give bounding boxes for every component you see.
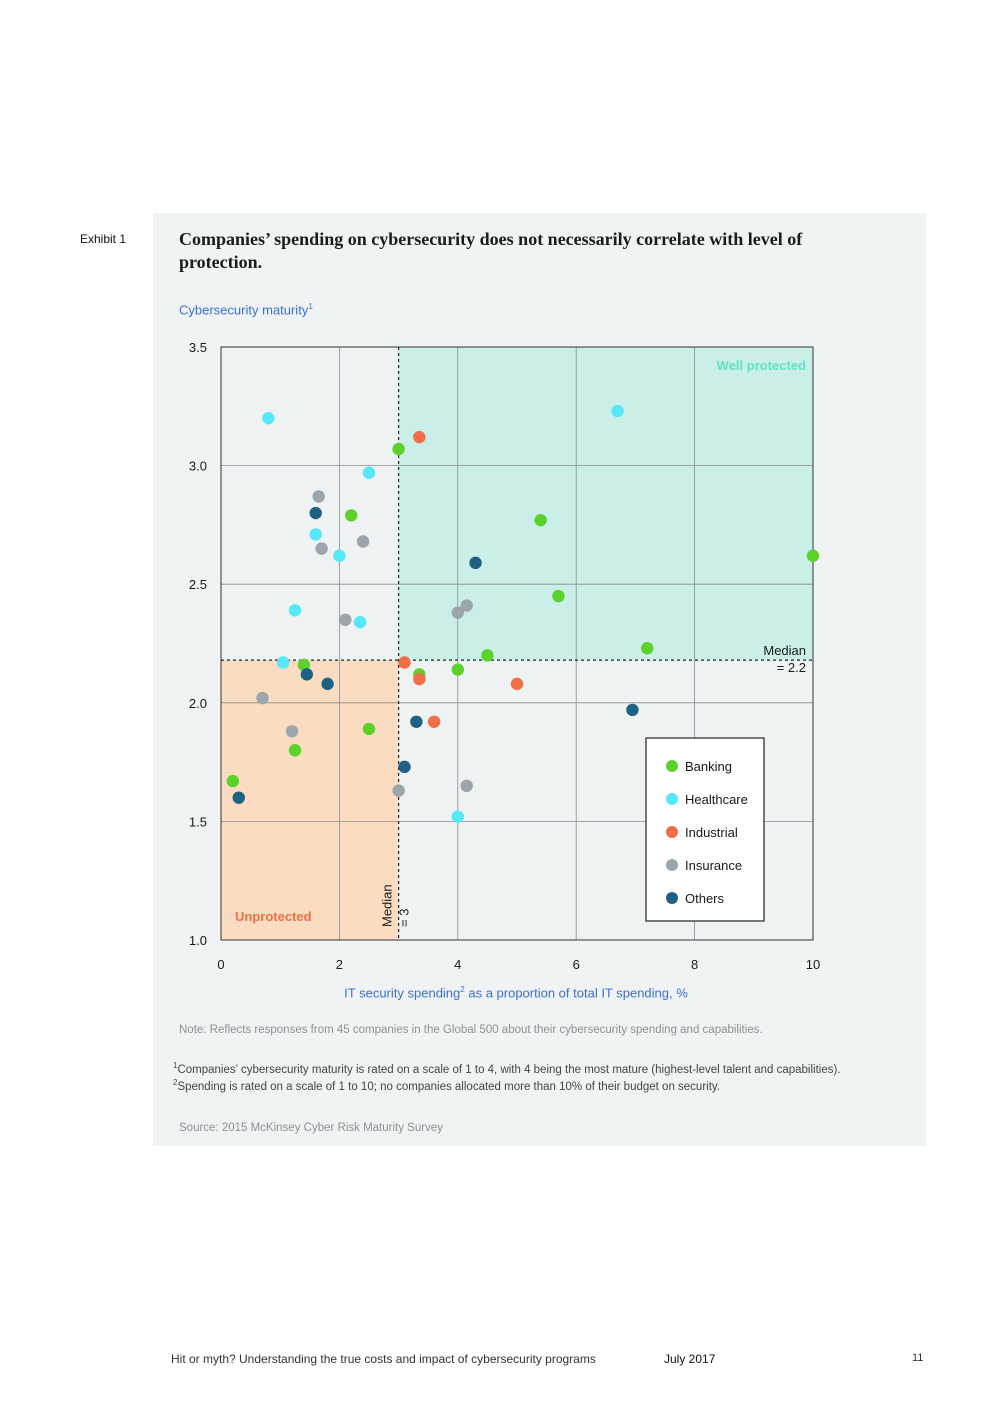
data-point-insurance: [312, 490, 325, 503]
median-x-label: Median: [380, 884, 395, 927]
exhibit-label: Exhibit 1: [80, 232, 127, 246]
x-tick-label: 4: [454, 957, 461, 972]
legend-marker-industrial: [666, 826, 678, 838]
unprotected-label: Unprotected: [235, 909, 312, 924]
data-point-others: [321, 677, 334, 691]
chart-title: Companies’ spending on cybersecurity doe…: [179, 229, 803, 272]
median-x-label-group: Median = 3: [380, 884, 412, 927]
footnote-2: 2Spending is rated on a scale of 1 to 10…: [173, 1078, 720, 1093]
legend-marker-insurance: [666, 859, 678, 871]
x-axis-title: IT security spending2 as a proportion of…: [180, 985, 852, 1000]
legend-marker-healthcare: [666, 793, 678, 805]
median-y-label: Median: [763, 643, 806, 658]
y-tick-label: 2.0: [189, 696, 207, 711]
legend-marker-others: [666, 892, 678, 904]
data-point-healthcare: [451, 810, 464, 823]
legend-label-healthcare: Healthcare: [685, 792, 748, 807]
data-point-healthcare: [353, 615, 367, 629]
data-point-banking: [534, 513, 547, 527]
data-point-others: [300, 668, 314, 681]
data-point-healthcare: [611, 404, 624, 418]
data-point-insurance: [451, 606, 464, 619]
footnote-2-marker: 2: [173, 1078, 178, 1087]
footer-date: July 2017: [664, 1352, 716, 1366]
data-point-others: [410, 715, 423, 728]
legend-box: [645, 737, 765, 922]
data-point-banking: [451, 663, 464, 676]
data-point-others: [469, 556, 482, 570]
y-axis-title: Cybersecurity maturity1: [179, 302, 313, 317]
legend-label-insurance: Insurance: [685, 858, 742, 873]
data-point-insurance: [460, 599, 473, 612]
data-point-banking: [345, 509, 358, 522]
data-point-insurance: [356, 535, 370, 548]
data-point-banking: [806, 549, 820, 562]
well-protected-label: Well protected: [717, 358, 806, 373]
data-point-industrial: [398, 656, 411, 669]
x-tick-label: 6: [573, 957, 580, 972]
x-tick-label: 0: [217, 957, 224, 972]
legend-marker-banking: [666, 760, 678, 772]
data-point-healthcare: [362, 466, 376, 479]
footnote-1-text: Companies’ cybersecurity maturity is rat…: [177, 1063, 841, 1076]
footer-publication-title: Hit or myth? Understanding the true cost…: [171, 1352, 596, 1366]
data-point-banking: [362, 722, 376, 736]
y-axis-title-footnote-marker: 1: [308, 302, 313, 311]
data-point-insurance: [339, 613, 352, 626]
data-point-others: [232, 791, 245, 804]
x-tick-label: 8: [691, 957, 698, 972]
data-point-others: [398, 760, 411, 774]
data-point-healthcare: [309, 528, 322, 541]
data-point-insurance: [256, 691, 269, 705]
data-point-others: [626, 703, 639, 717]
data-point-banking: [641, 642, 654, 655]
data-point-banking: [297, 658, 311, 672]
y-tick-label: 2.5: [189, 577, 207, 592]
data-point-insurance: [285, 725, 299, 738]
chart-source: Source: 2015 McKinsey Cyber Risk Maturit…: [179, 1122, 443, 1134]
data-point-industrial: [413, 672, 426, 686]
page-number: 11: [912, 1352, 924, 1364]
data-point-insurance: [460, 779, 473, 793]
y-axis-title-text: Cybersecurity maturity: [179, 302, 309, 318]
x-tick-label: 2: [336, 957, 343, 972]
data-point-healthcare: [262, 411, 275, 425]
footnote-2-text: Spending is rated on a scale of 1 to 10;…: [177, 1080, 720, 1093]
y-tick-label: 1.5: [189, 814, 207, 829]
data-point-healthcare: [288, 604, 302, 617]
legend-label-banking: Banking: [685, 759, 732, 774]
unprotected-zone: [221, 660, 399, 940]
data-point-banking: [392, 442, 405, 456]
y-tick-label: 1.0: [189, 933, 207, 948]
x-tick-label: 10: [806, 957, 820, 972]
median-y-value-label: = 2.2: [777, 660, 806, 675]
footnote-1-marker: 1: [173, 1061, 178, 1070]
data-point-banking: [481, 649, 494, 662]
y-tick-label: 3.0: [189, 459, 207, 474]
legend-label-others: Others: [685, 891, 725, 906]
y-tick-label: 3.5: [189, 340, 207, 355]
plot-frame: [220, 346, 814, 941]
median-x-value-label: = 3: [397, 909, 412, 927]
data-point-industrial: [510, 677, 524, 691]
data-point-insurance: [315, 542, 328, 555]
x-axis-title-main: IT security spending: [344, 985, 461, 1001]
footnote-1: 1Companies’ cybersecurity maturity is ra…: [173, 1061, 841, 1076]
data-point-insurance: [392, 784, 405, 797]
x-axis-title-footnote-marker: 2: [460, 985, 465, 994]
data-point-industrial: [427, 715, 441, 728]
chart-note: Note: Reflects responses from 45 compani…: [179, 1024, 763, 1036]
data-point-healthcare: [276, 656, 290, 669]
data-point-healthcare: [333, 549, 346, 562]
data-point-banking: [226, 774, 240, 788]
data-point-others: [309, 506, 322, 520]
data-point-banking: [288, 744, 302, 757]
legend-label-industrial: Industrial: [685, 825, 738, 840]
x-axis-title-rest: as a proportion of total IT spending, %: [464, 985, 688, 1001]
data-point-banking: [552, 589, 565, 603]
data-point-industrial: [413, 430, 426, 444]
